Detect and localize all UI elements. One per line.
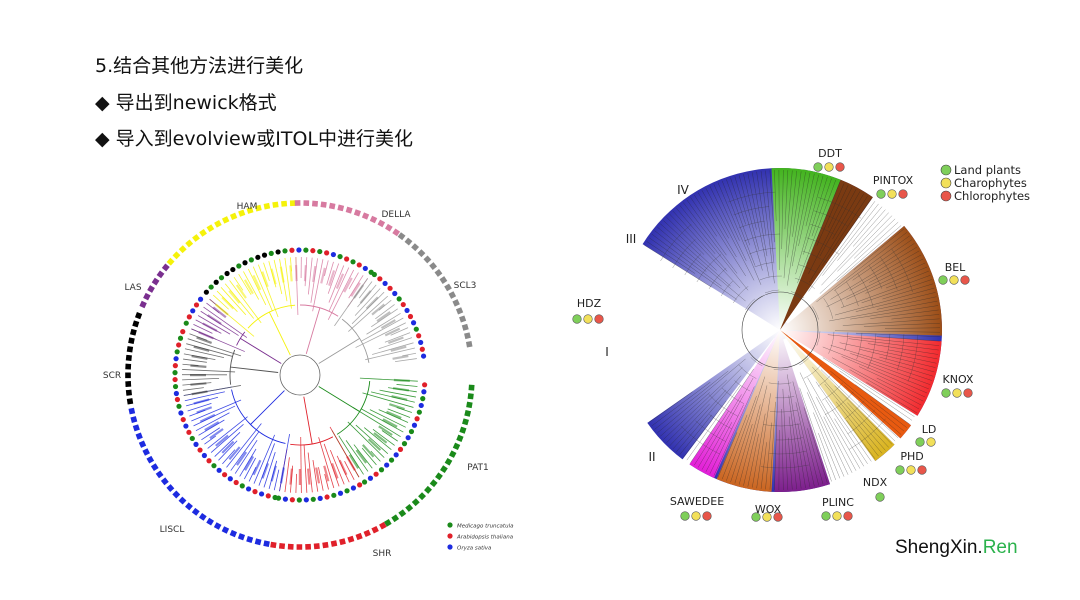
right-clade-label-ld: LD bbox=[922, 423, 937, 436]
right-legend-label: Charophytes bbox=[954, 176, 1027, 190]
right-clade-label-ii: II bbox=[648, 450, 655, 464]
clade-presence-dot bbox=[876, 189, 886, 199]
right-clade-label-i: I bbox=[605, 345, 609, 359]
clade-presence-dot bbox=[926, 437, 936, 447]
right-circular-tree: DDT PINTOX BEL KNOX LD PHD NDX PLINC WOX SAWEDEE H… bbox=[572, 147, 974, 522]
clade-presence-dot bbox=[917, 465, 927, 475]
slide-heading-line-1: 5.结合其他方法进行美化 bbox=[95, 55, 304, 77]
right-legend-label: Chlorophytes bbox=[954, 189, 1030, 203]
right-clade-label-iii: III bbox=[626, 232, 637, 246]
right-tree-branches bbox=[644, 170, 940, 490]
clade-presence-dot bbox=[906, 465, 916, 475]
right-clade-label-ddt: DDT bbox=[818, 147, 842, 160]
clade-presence-dot bbox=[960, 275, 970, 285]
left-tree-legend: Medicago truncatula Arabidopsis thaliana O… bbox=[447, 522, 514, 552]
clade-presence-dot bbox=[941, 388, 951, 398]
left-tree-leaf-labels bbox=[190, 265, 410, 485]
clade-presence-dot bbox=[832, 511, 842, 521]
left-tree-clade-ring bbox=[125, 200, 475, 550]
left-clade-label-scl3: SCL3 bbox=[454, 281, 477, 291]
clade-presence-dot bbox=[875, 492, 885, 502]
right-clade-label-ndx: NDX bbox=[863, 476, 888, 489]
clade-presence-dot bbox=[843, 511, 853, 521]
right-clade-label-knox: KNOX bbox=[943, 373, 974, 386]
right-legend-swatch bbox=[940, 164, 952, 176]
slide-bullet-export-newick: ◆ 导出到newick格式 bbox=[95, 92, 277, 114]
wedge-ddt bbox=[771, 167, 841, 330]
clade-presence-dot bbox=[762, 512, 772, 522]
right-clade-label-sawedee: SAWEDEE bbox=[670, 495, 724, 508]
right-tree-wedges bbox=[642, 167, 943, 493]
clade-presence-dot bbox=[691, 511, 701, 521]
clade-presence-dot bbox=[835, 162, 845, 172]
left-circular-tree: HAM DELLA SCL3 LAS SCR LISCL SHR PAT1 bbox=[103, 200, 489, 559]
left-clade-label-pat1: PAT1 bbox=[467, 463, 489, 473]
right-legend-label: Land plants bbox=[954, 163, 1021, 177]
right-clade-label-wox: WOX bbox=[755, 503, 782, 516]
clade-presence-dot bbox=[702, 511, 712, 521]
clade-presence-dot bbox=[572, 314, 582, 324]
brand-main-text: ShengXin. bbox=[895, 537, 983, 558]
wedge-gap bbox=[681, 337, 775, 466]
clade-presence-dot bbox=[898, 189, 908, 199]
left-legend-swatch bbox=[447, 522, 453, 528]
clade-presence-dot bbox=[963, 388, 973, 398]
brand-accent-text: Ren bbox=[982, 537, 1018, 558]
clade-presence-dot bbox=[938, 275, 948, 285]
left-tree-branches bbox=[181, 257, 418, 493]
wedge-gap bbox=[787, 336, 902, 446]
clade-presence-dot bbox=[813, 162, 823, 172]
left-clade-label-scr: SCR bbox=[103, 371, 121, 381]
right-clade-label-bel: BEL bbox=[945, 261, 966, 274]
right-clade-label-iv: IV bbox=[677, 183, 690, 197]
wedge-wox bbox=[716, 330, 780, 492]
clade-presence-dot bbox=[915, 437, 925, 447]
left-legend-swatch bbox=[447, 533, 453, 539]
clade-presence-dot bbox=[949, 275, 959, 285]
left-clade-label-las: LAS bbox=[124, 283, 141, 293]
wedge-gap bbox=[788, 335, 920, 427]
clade-presence-dot bbox=[895, 465, 905, 475]
clade-presence-dot bbox=[594, 314, 604, 324]
right-legend-swatch bbox=[940, 177, 952, 189]
left-tree-species-ring bbox=[172, 247, 428, 503]
clade-presence-dot bbox=[824, 162, 834, 172]
clade-presence-dot bbox=[821, 511, 831, 521]
right-clade-label-plinc: PLINC bbox=[822, 496, 854, 509]
clade-presence-dot bbox=[583, 314, 593, 324]
slide-bullet-import-evolview-itol: ◆ 导入到evolview或ITOL中进行美化 bbox=[95, 128, 413, 150]
left-legend-label: Arabidopsis thaliana bbox=[456, 535, 514, 541]
wedge-gap bbox=[785, 195, 906, 324]
left-clade-label-liscl: LISCL bbox=[160, 525, 185, 535]
left-legend-label: Oryza sativa bbox=[457, 546, 492, 552]
left-clade-label-ham: HAM bbox=[237, 202, 258, 212]
wedge-sawedee bbox=[689, 330, 780, 478]
clade-presence-dot bbox=[751, 512, 761, 522]
left-legend-swatch bbox=[447, 544, 453, 550]
left-clade-label-della: DELLA bbox=[381, 210, 411, 220]
wedge-plinc bbox=[774, 330, 831, 492]
right-clade-label-hdz: HDZ bbox=[577, 297, 602, 310]
right-legend-swatch bbox=[940, 190, 952, 202]
left-clade-label-shr: SHR bbox=[373, 549, 392, 559]
left-legend-label: Medicago truncatula bbox=[457, 524, 514, 530]
right-clade-label-phd: PHD bbox=[900, 450, 923, 463]
right-clade-label-pintox: PINTOX bbox=[873, 174, 914, 187]
clade-presence-dot bbox=[680, 511, 690, 521]
brand-footer: ShengXin.Ren bbox=[895, 537, 1018, 559]
clade-presence-dot bbox=[952, 388, 962, 398]
clade-presence-dot bbox=[773, 512, 783, 522]
clade-presence-dot bbox=[887, 189, 897, 199]
wedge-ld bbox=[780, 330, 912, 439]
